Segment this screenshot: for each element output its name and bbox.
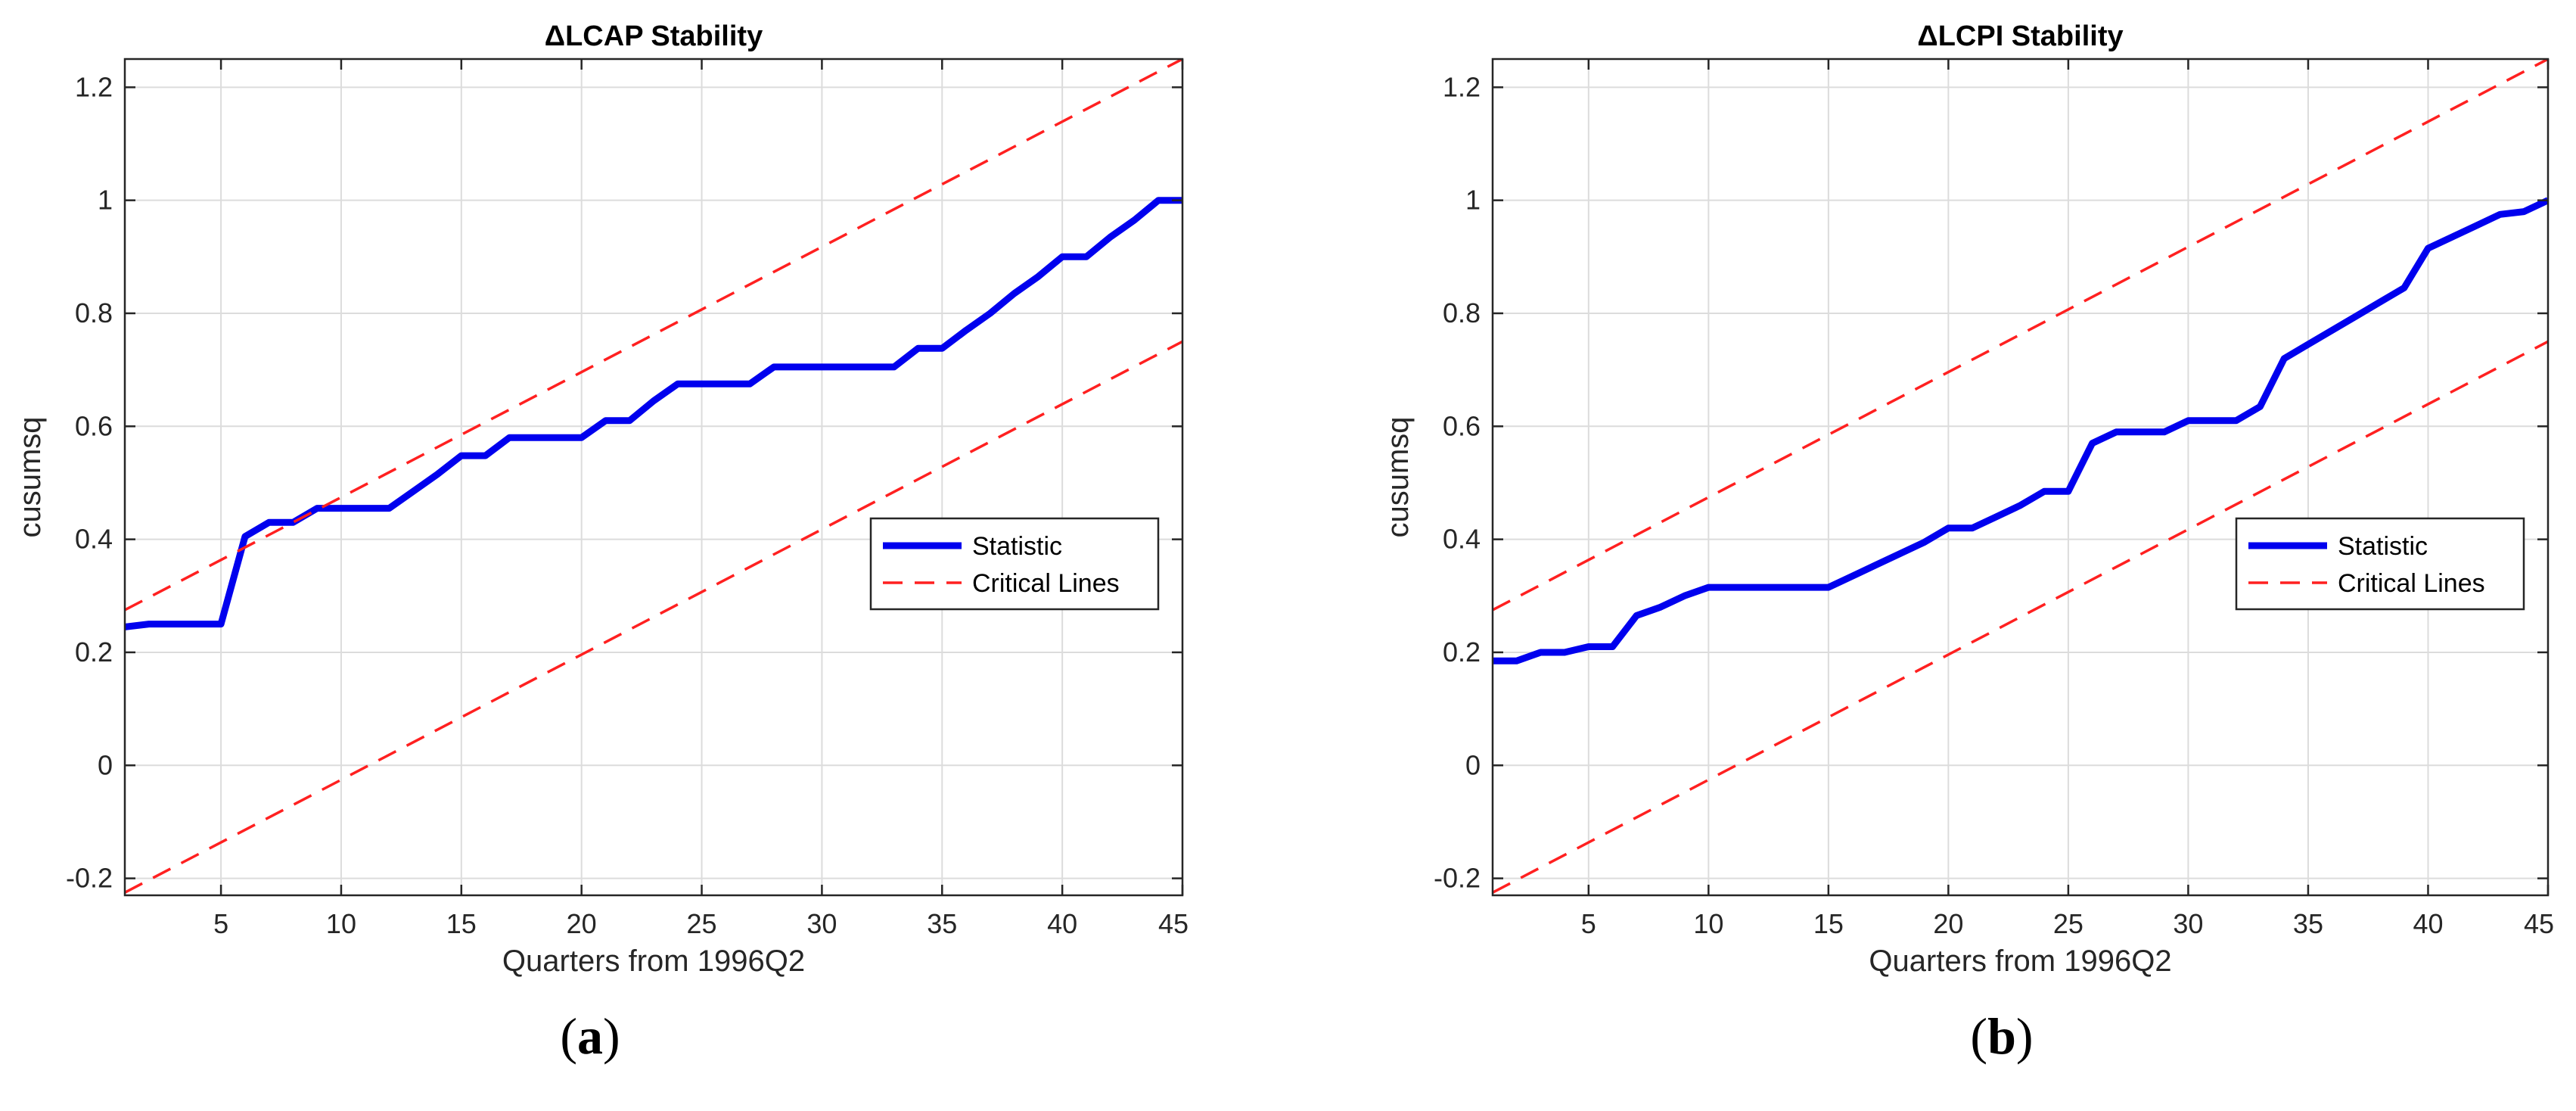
y-tick-label: 0	[1465, 749, 1481, 780]
panel-label: (a)	[560, 1007, 620, 1065]
x-tick-label: 35	[927, 908, 957, 939]
legend-critical-label: Critical Lines	[2338, 569, 2485, 598]
x-tick-label: 15	[446, 908, 477, 939]
chart-panel-a: 5 10 15 20 25 30 35 40 45 -0.2 0 0.2 0.4 0.6 0.8 1 1.2 ΔL…	[14, 20, 1189, 1065]
y-tick-label: -0.2	[66, 863, 113, 894]
y-tick-label: 0.4	[1443, 524, 1481, 555]
panel-label-letter: a	[577, 1007, 603, 1065]
y-tick-label: 0.8	[75, 297, 113, 328]
x-tick-label: 40	[1047, 908, 1077, 939]
chart-panel-b: 5 10 15 20 25 30 35 40 45 -0.2 0 0.2 0.4 0.6 0.8 1 1.2 ΔL…	[1381, 20, 2554, 1065]
y-tick-label: 1	[98, 185, 113, 216]
x-tick-label: 30	[2173, 908, 2203, 939]
y-tick-label: 0.2	[1443, 636, 1481, 668]
x-tick-label: 10	[1693, 908, 1723, 939]
x-tick-label: 15	[1813, 908, 1844, 939]
y-tick-label: 1.2	[75, 71, 113, 102]
y-tick-label: 0.4	[75, 524, 113, 555]
y-tick-label: 1.2	[1443, 71, 1481, 102]
chart-title: ΔLCPI Stability	[1917, 20, 2123, 52]
y-tick-label: 0.8	[1443, 297, 1481, 328]
x-tick-label: 40	[2413, 908, 2443, 939]
y-tick-label: 0.2	[75, 636, 113, 668]
y-tick-label: 0	[98, 749, 113, 780]
y-axis-label: cusumsq	[1381, 416, 1415, 537]
legend-statistic-label: Statistic	[2338, 532, 2428, 561]
x-tick-label: 20	[567, 908, 597, 939]
legend-statistic-label: Statistic	[972, 532, 1062, 561]
legend-critical-label: Critical Lines	[972, 569, 1120, 598]
y-tick-label: -0.2	[1434, 863, 1481, 894]
plot-area	[1493, 59, 2548, 895]
legend: Statistic Critical Lines	[871, 518, 1158, 609]
x-tick-label: 25	[2053, 908, 2083, 939]
panel-label: (b)	[1970, 1007, 2033, 1065]
x-tick-label: 45	[1158, 908, 1189, 939]
x-tick-label: 45	[2524, 908, 2554, 939]
chart-title: ΔLCAP Stability	[545, 20, 763, 52]
panel-label-close: )	[603, 1007, 620, 1065]
x-tick-label: 35	[2293, 908, 2323, 939]
panel-label-letter: b	[1987, 1007, 2016, 1065]
legend: Statistic Critical Lines	[2236, 518, 2524, 609]
panel-label-open: (	[1970, 1007, 1987, 1065]
x-tick-label: 10	[326, 908, 356, 939]
x-tick-label: 5	[1581, 908, 1596, 939]
x-tick-label: 5	[213, 908, 228, 939]
x-axis-label: Quarters from 1996Q2	[502, 945, 805, 978]
y-axis-label: cusumsq	[14, 416, 47, 537]
y-tick-label: 0.6	[75, 410, 113, 441]
x-tick-label: 25	[687, 908, 717, 939]
x-tick-label: 30	[806, 908, 837, 939]
y-tick-label: 0.6	[1443, 410, 1481, 441]
x-tick-label: 20	[1933, 908, 1963, 939]
panel-label-close: )	[2016, 1007, 2034, 1065]
x-axis-label: Quarters from 1996Q2	[1869, 945, 2171, 978]
panel-label-open: (	[560, 1007, 577, 1065]
y-tick-label: 1	[1465, 185, 1481, 216]
plot-area	[125, 59, 1182, 895]
